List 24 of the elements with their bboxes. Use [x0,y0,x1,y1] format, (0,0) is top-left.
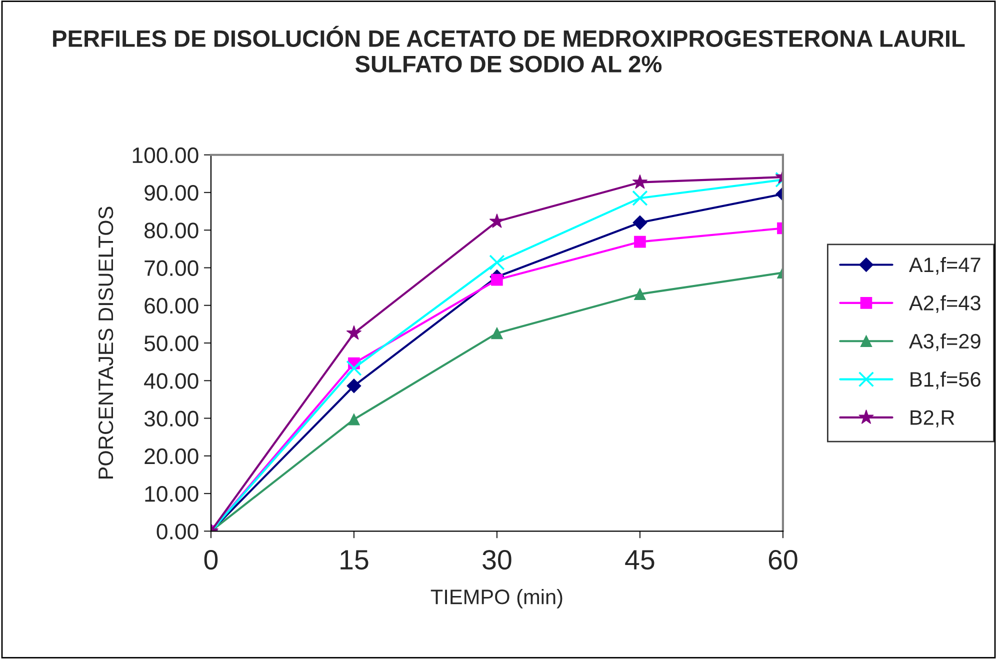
chart-title: PERFILES DE DISOLUCIÓN DE ACETATO DE MEDROXIPROGESTERONA LAURIL SULFATO DE SODIO AL 2% [53,26,965,72]
x-tick-label: 60 [768,550,798,570]
legend-label: A2,f=43 [908,295,980,313]
x-tick-label: 30 [482,550,512,570]
y-tick-label: 50.00 [144,336,198,352]
y-tick-label: 60.00 [144,298,198,314]
legend-label: B2,R [910,410,954,428]
legend-label: A1,f=47 [908,256,980,275]
y-tick-label: 30.00 [144,410,198,427]
y-tick-label: 100.00 [132,147,198,164]
y-tick-label: 10.00 [145,486,198,502]
legend-label: B1,f=56 [910,371,980,390]
y-tick-label: 40.00 [144,373,198,389]
y-tick-label: 90.00 [144,185,198,201]
y-tick-label: 70.00 [144,260,198,276]
y-tick-label: 0.00 [156,524,198,540]
x-axis-title: TIEMPO (min) [430,588,562,608]
x-tick-label: 0 [204,550,218,570]
y-tick-label: 20.00 [144,448,198,464]
y-axis-title: PORCENTAJES DISUELTOS [98,206,114,478]
legend-label: A3,f=29 [908,333,980,352]
y-tick-label: 80.00 [144,222,198,238]
x-tick-label: 45 [625,550,654,570]
x-tick-label: 15 [340,550,368,570]
